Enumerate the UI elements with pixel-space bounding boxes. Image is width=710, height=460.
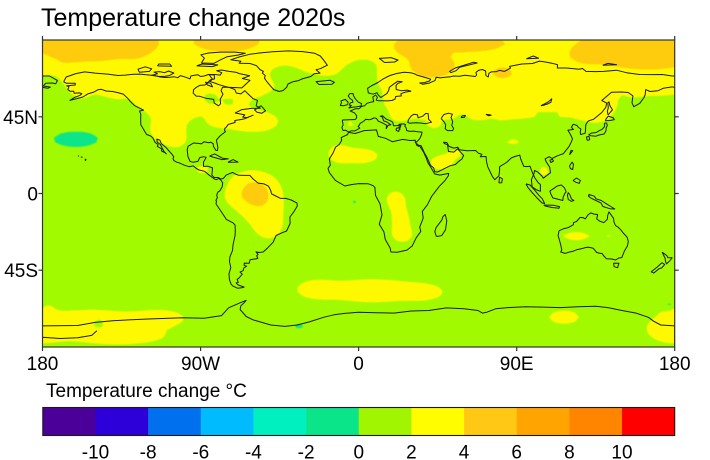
- svg-text:-6: -6: [192, 443, 209, 460]
- svg-text:0: 0: [27, 185, 38, 206]
- svg-text:180: 180: [27, 354, 59, 375]
- svg-text:45N: 45N: [3, 108, 38, 129]
- svg-text:4: 4: [459, 443, 470, 460]
- svg-text:Temperature change 2020s: Temperature change 2020s: [41, 4, 345, 32]
- svg-text:90E: 90E: [500, 354, 534, 375]
- svg-text:0: 0: [354, 443, 365, 460]
- svg-text:45S: 45S: [4, 261, 38, 282]
- svg-text:0: 0: [353, 354, 364, 375]
- svg-text:-8: -8: [140, 443, 157, 460]
- svg-text:-4: -4: [245, 443, 262, 460]
- svg-text:Temperature change °C: Temperature change °C: [46, 381, 247, 402]
- svg-text:-2: -2: [298, 443, 315, 460]
- svg-text:90W: 90W: [181, 354, 220, 375]
- svg-text:10: 10: [611, 443, 632, 460]
- svg-text:6: 6: [511, 443, 522, 460]
- svg-text:180: 180: [659, 354, 691, 375]
- svg-text:2: 2: [406, 443, 417, 460]
- svg-text:-10: -10: [82, 443, 109, 460]
- svg-text:8: 8: [564, 443, 575, 460]
